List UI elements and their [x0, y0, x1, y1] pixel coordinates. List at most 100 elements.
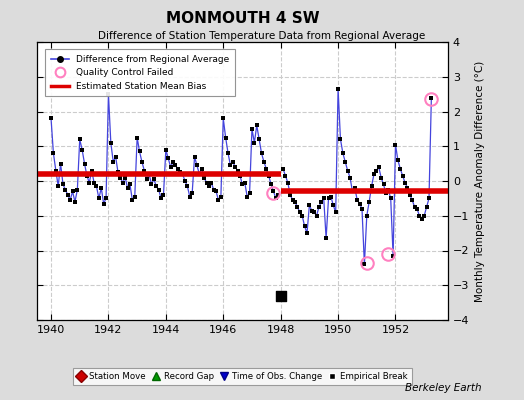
Point: [382, 190, 390, 196]
Point: [173, 166, 182, 172]
Point: [243, 194, 252, 200]
Point: [78, 146, 86, 153]
Point: [324, 195, 333, 202]
Point: [210, 186, 218, 193]
Point: [222, 134, 230, 141]
Point: [92, 183, 101, 190]
Point: [257, 150, 266, 156]
Point: [238, 181, 247, 188]
Point: [61, 186, 70, 193]
Point: [219, 115, 227, 122]
Point: [121, 174, 129, 181]
Point: [396, 166, 405, 172]
Point: [231, 164, 239, 170]
Point: [339, 150, 347, 156]
Point: [348, 188, 357, 195]
Point: [401, 180, 409, 186]
Point: [97, 185, 105, 191]
Point: [253, 122, 261, 128]
Point: [183, 183, 192, 190]
Point: [57, 160, 65, 167]
Point: [277, 292, 285, 299]
Point: [224, 150, 232, 156]
Point: [157, 195, 165, 202]
Point: [85, 180, 93, 186]
Point: [398, 172, 407, 179]
Point: [109, 159, 117, 165]
Point: [63, 192, 72, 198]
Point: [365, 199, 374, 205]
Point: [162, 146, 170, 153]
Point: [66, 197, 74, 203]
Point: [406, 192, 414, 198]
Y-axis label: Monthly Temperature Anomaly Difference (°C): Monthly Temperature Anomaly Difference (…: [475, 60, 485, 302]
Point: [90, 180, 99, 186]
Point: [363, 212, 371, 219]
Point: [360, 261, 368, 268]
Point: [59, 181, 67, 188]
Point: [248, 126, 256, 132]
Point: [358, 206, 366, 212]
Point: [133, 134, 141, 141]
Point: [310, 209, 319, 216]
Point: [351, 185, 359, 191]
Point: [336, 136, 345, 142]
Point: [226, 162, 235, 168]
Point: [377, 174, 385, 181]
Point: [283, 180, 292, 186]
Point: [73, 186, 82, 193]
Point: [422, 204, 431, 210]
Point: [102, 195, 110, 202]
Point: [288, 197, 297, 203]
Point: [346, 174, 354, 181]
Point: [143, 176, 151, 182]
Point: [188, 190, 196, 196]
Point: [241, 180, 249, 186]
Point: [52, 167, 60, 174]
Point: [54, 183, 62, 190]
Point: [303, 230, 311, 236]
Point: [367, 183, 376, 190]
Point: [114, 169, 122, 176]
Point: [198, 166, 206, 172]
Point: [147, 181, 156, 188]
Point: [326, 194, 335, 200]
Point: [75, 136, 84, 142]
Point: [169, 159, 177, 165]
Point: [207, 180, 215, 186]
Point: [233, 167, 242, 174]
Point: [112, 154, 120, 160]
Point: [202, 180, 211, 186]
Point: [228, 159, 237, 165]
Point: [305, 202, 313, 208]
Point: [255, 136, 264, 142]
Point: [214, 197, 223, 203]
Point: [190, 154, 199, 160]
Point: [159, 192, 168, 198]
Point: [286, 192, 294, 198]
Point: [343, 167, 352, 174]
Point: [312, 212, 321, 219]
Point: [104, 91, 113, 97]
Point: [145, 171, 154, 177]
Point: [80, 160, 89, 167]
Point: [341, 159, 350, 165]
Point: [334, 86, 342, 92]
Text: Berkeley Earth: Berkeley Earth: [406, 383, 482, 393]
Point: [379, 181, 388, 188]
Point: [410, 204, 419, 210]
Point: [95, 195, 103, 202]
Point: [68, 188, 77, 195]
Point: [384, 186, 392, 193]
Point: [308, 207, 316, 214]
Point: [387, 195, 395, 202]
Point: [176, 169, 184, 176]
Point: [269, 188, 278, 195]
Point: [427, 94, 435, 101]
Point: [322, 235, 330, 242]
Point: [329, 202, 337, 208]
Legend: Station Move, Record Gap, Time of Obs. Change, Empirical Break: Station Move, Record Gap, Time of Obs. C…: [73, 368, 412, 385]
Point: [245, 190, 254, 196]
Point: [320, 195, 328, 202]
Point: [118, 180, 127, 186]
